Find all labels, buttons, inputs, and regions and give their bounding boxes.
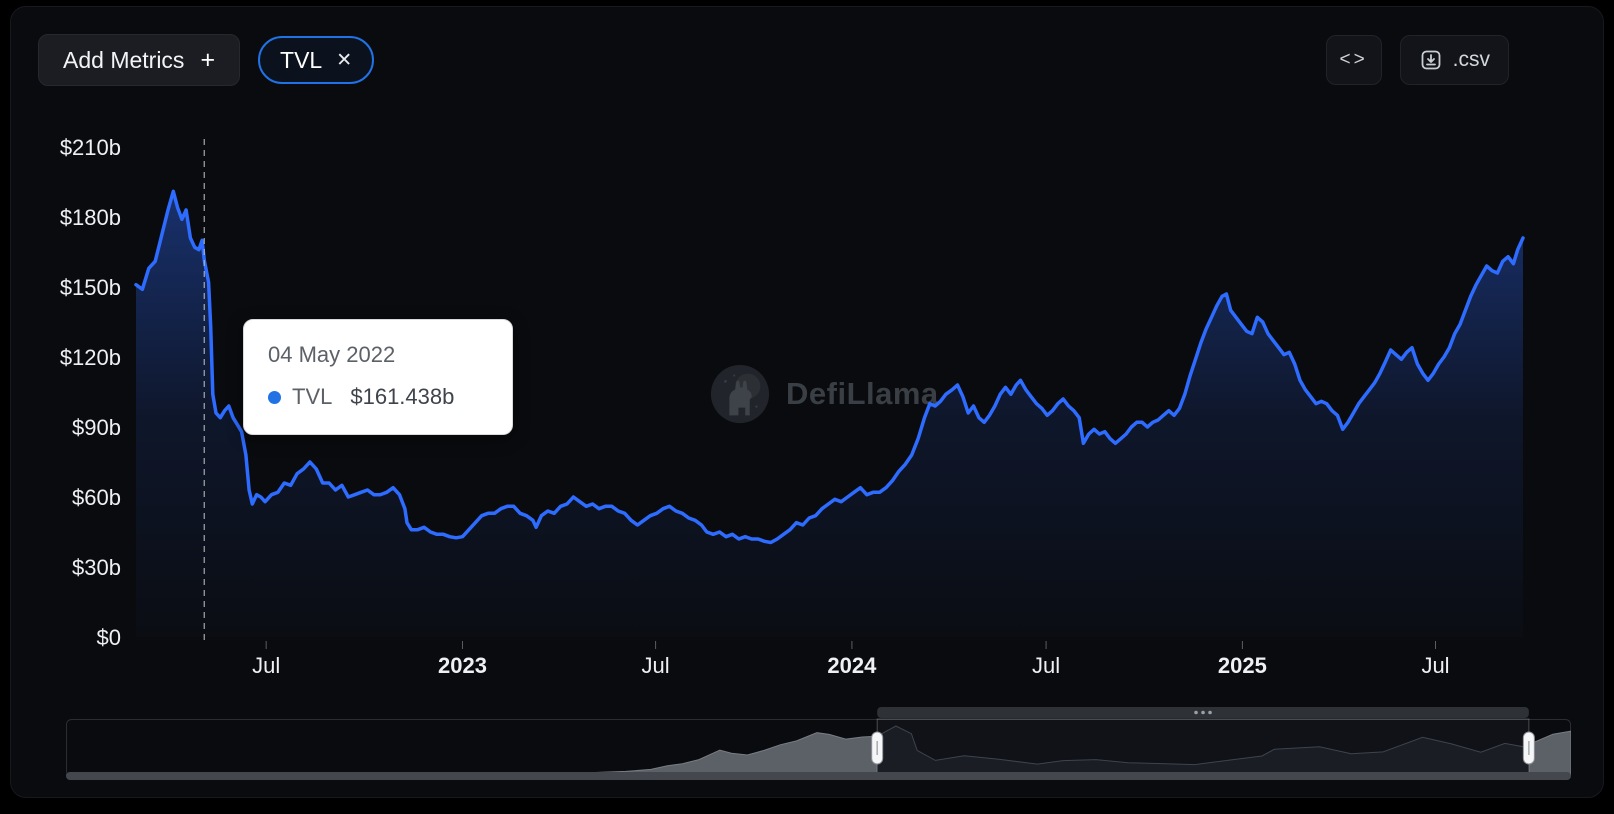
y-axis-label: $0 [97,625,121,650]
x-axis-label: 2025 [1218,653,1267,678]
defillama-logo-icon [710,364,770,424]
defillama-watermark: DefiLlama [709,363,939,425]
brush-selection-window[interactable] [876,718,1530,778]
x-axis-label: 2023 [438,653,487,678]
tooltip-series-row: TVL $161.438b [268,384,490,410]
x-axis-label: Jul [252,653,280,678]
tvl-chart-svg[interactable]: $210b $180b $150b $120b $90b $60b $30b $0 Jul 202… [11,7,1614,707]
y-axis-label: $150b [60,275,121,300]
series-marker-dot [268,390,281,404]
x-axis-label: Jul [1032,653,1060,678]
tooltip-date: 04 May 2022 [268,342,396,367]
move-handle-grip-dot [1201,710,1205,715]
move-handle-grip-dot [1208,710,1212,715]
x-axis-label: Jul [1421,653,1449,678]
chart-tooltip: 04 May 2022 TVL $161.438b [243,319,513,435]
plus-icon: + [200,45,216,74]
x-axis-label: 2024 [827,653,877,678]
chart-toolbar: Add Metrics + TVL ✕ <> .csv [38,34,1509,86]
brush-scroll-rail[interactable] [66,772,1571,780]
y-axis-label: $120b [60,345,121,370]
embed-code-button[interactable]: <> [1325,35,1382,85]
tooltip-series-value: $161.438b [350,384,455,409]
tvl-area-fill [136,191,1523,638]
y-axis-label: $210b [60,135,121,160]
y-axis-label: $180b [60,205,121,230]
chart-panel: Add Metrics + TVL ✕ <> .csv DefiLla [10,6,1604,798]
brush-history-selected [877,725,1529,776]
download-icon [1421,50,1441,70]
move-handle-grip-dot [1194,710,1198,715]
add-metrics-label: Add Metrics [63,46,185,73]
code-icon: <> [1339,49,1368,70]
tvl-metric-pill[interactable]: TVL ✕ [258,36,375,84]
y-axis-label: $60b [72,485,121,510]
download-csv-button[interactable]: .csv [1399,35,1509,85]
range-selector-brush[interactable] [66,702,1571,787]
y-axis-label: $90b [72,415,121,440]
close-icon[interactable]: ✕ [336,49,353,71]
add-metrics-button[interactable]: Add Metrics + [38,34,241,86]
x-axis-label: Jul [642,653,670,678]
tvl-pill-label: TVL [280,46,323,73]
watermark-text: DefiLlama [786,376,939,411]
tooltip-series-name: TVL [292,384,333,409]
tvl-line [134,189,1525,545]
brush-right-handle[interactable] [1522,731,1535,765]
y-axis-label: $30b [72,555,121,580]
brush-left-handle[interactable] [871,731,884,765]
csv-button-label: .csv [1452,48,1490,71]
